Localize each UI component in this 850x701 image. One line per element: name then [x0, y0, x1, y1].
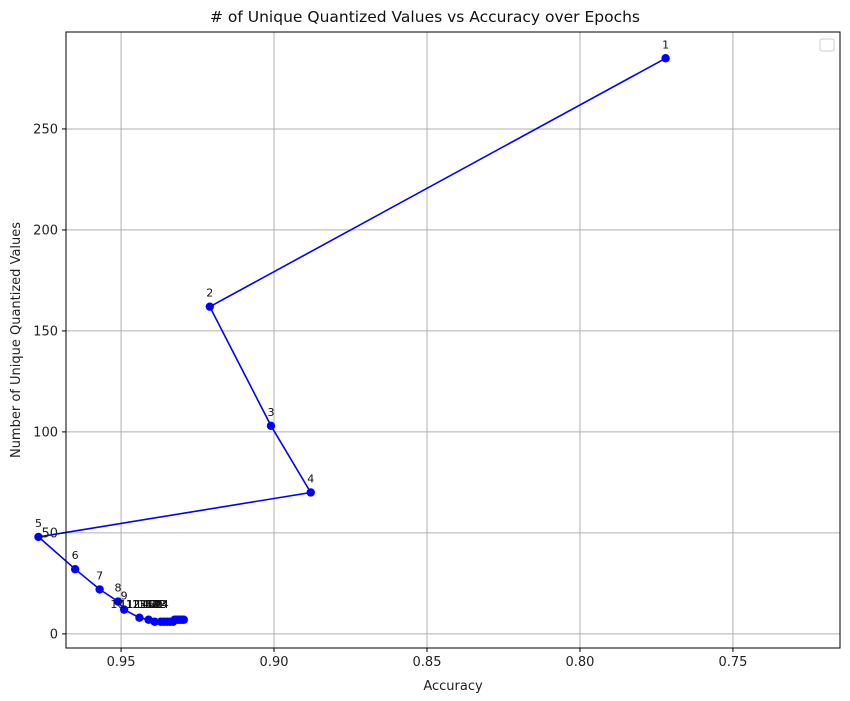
y-axis-label: Number of Unique Quantized Values [9, 222, 24, 458]
data-point [266, 421, 276, 431]
data-point-label: 13 [132, 598, 146, 611]
y-tick-label: 100 [33, 425, 58, 440]
data-point-label: 10 [110, 598, 124, 611]
data-point-label: 24 [155, 598, 169, 611]
data-point-label: 2 [206, 287, 213, 300]
x-tick-label: 0.80 [565, 655, 594, 670]
data-point-label: 16 [141, 598, 155, 611]
series-line [36, 57, 666, 623]
data-point [661, 54, 670, 63]
chart-title: # of Unique Quantized Values vs Accuracy… [210, 8, 640, 26]
y-tick-label: 200 [33, 223, 58, 238]
data-point [306, 488, 315, 497]
data-point [135, 613, 144, 622]
data-point-label: 3 [267, 406, 274, 419]
data-point-label: 4 [307, 472, 314, 485]
y-tick-label: 0 [50, 627, 58, 642]
data-point [150, 617, 159, 626]
data-point-label: 8 [115, 582, 122, 595]
data-point-label: 21 [150, 598, 164, 611]
data-point-label: 23 [153, 598, 167, 611]
data-point-label: 7 [96, 569, 103, 582]
x-tick-label: 0.90 [260, 655, 289, 670]
data-point-label: 19 [147, 598, 161, 611]
x-tick-label: 0.95 [107, 655, 136, 670]
y-tick-label: 50 [41, 526, 58, 541]
data-point-label: 18 [146, 598, 160, 611]
data-point-label: 1 [662, 38, 669, 51]
data-point [119, 605, 129, 614]
legend-box [819, 38, 835, 52]
data-point-label: 6 [72, 549, 79, 562]
data-point-label: 17 [144, 598, 158, 611]
data-point-label: 12 [126, 598, 140, 611]
x-axis-label: Accuracy [423, 679, 483, 694]
series-line-layer [36, 57, 666, 623]
plot-frame [65, 31, 841, 649]
data-point [70, 565, 80, 574]
data-point-label: 5 [35, 517, 42, 530]
data-point-label: 11 [120, 598, 134, 611]
y-tick-label: 250 [33, 122, 58, 137]
grid-layer [66, 32, 840, 648]
data-point-label: 15 [138, 598, 152, 611]
data-point [205, 302, 214, 311]
tick-layer: 0.95 0.90 0.85 0.80 0.75 0 50 100 150 200 250 [33, 122, 747, 670]
data-point-label: 20 [149, 598, 163, 611]
x-tick-label: 0.85 [413, 655, 442, 670]
data-point [113, 597, 123, 606]
data-point-label: 9 [121, 590, 128, 603]
x-tick-label: 0.75 [718, 655, 747, 670]
data-point [95, 585, 104, 594]
marker-layer [34, 54, 670, 626]
y-tick-label: 150 [33, 324, 58, 339]
data-point-label: 14 [135, 598, 149, 611]
data-point [179, 615, 188, 624]
data-point [34, 532, 43, 542]
data-point-label: 22 [152, 598, 166, 611]
